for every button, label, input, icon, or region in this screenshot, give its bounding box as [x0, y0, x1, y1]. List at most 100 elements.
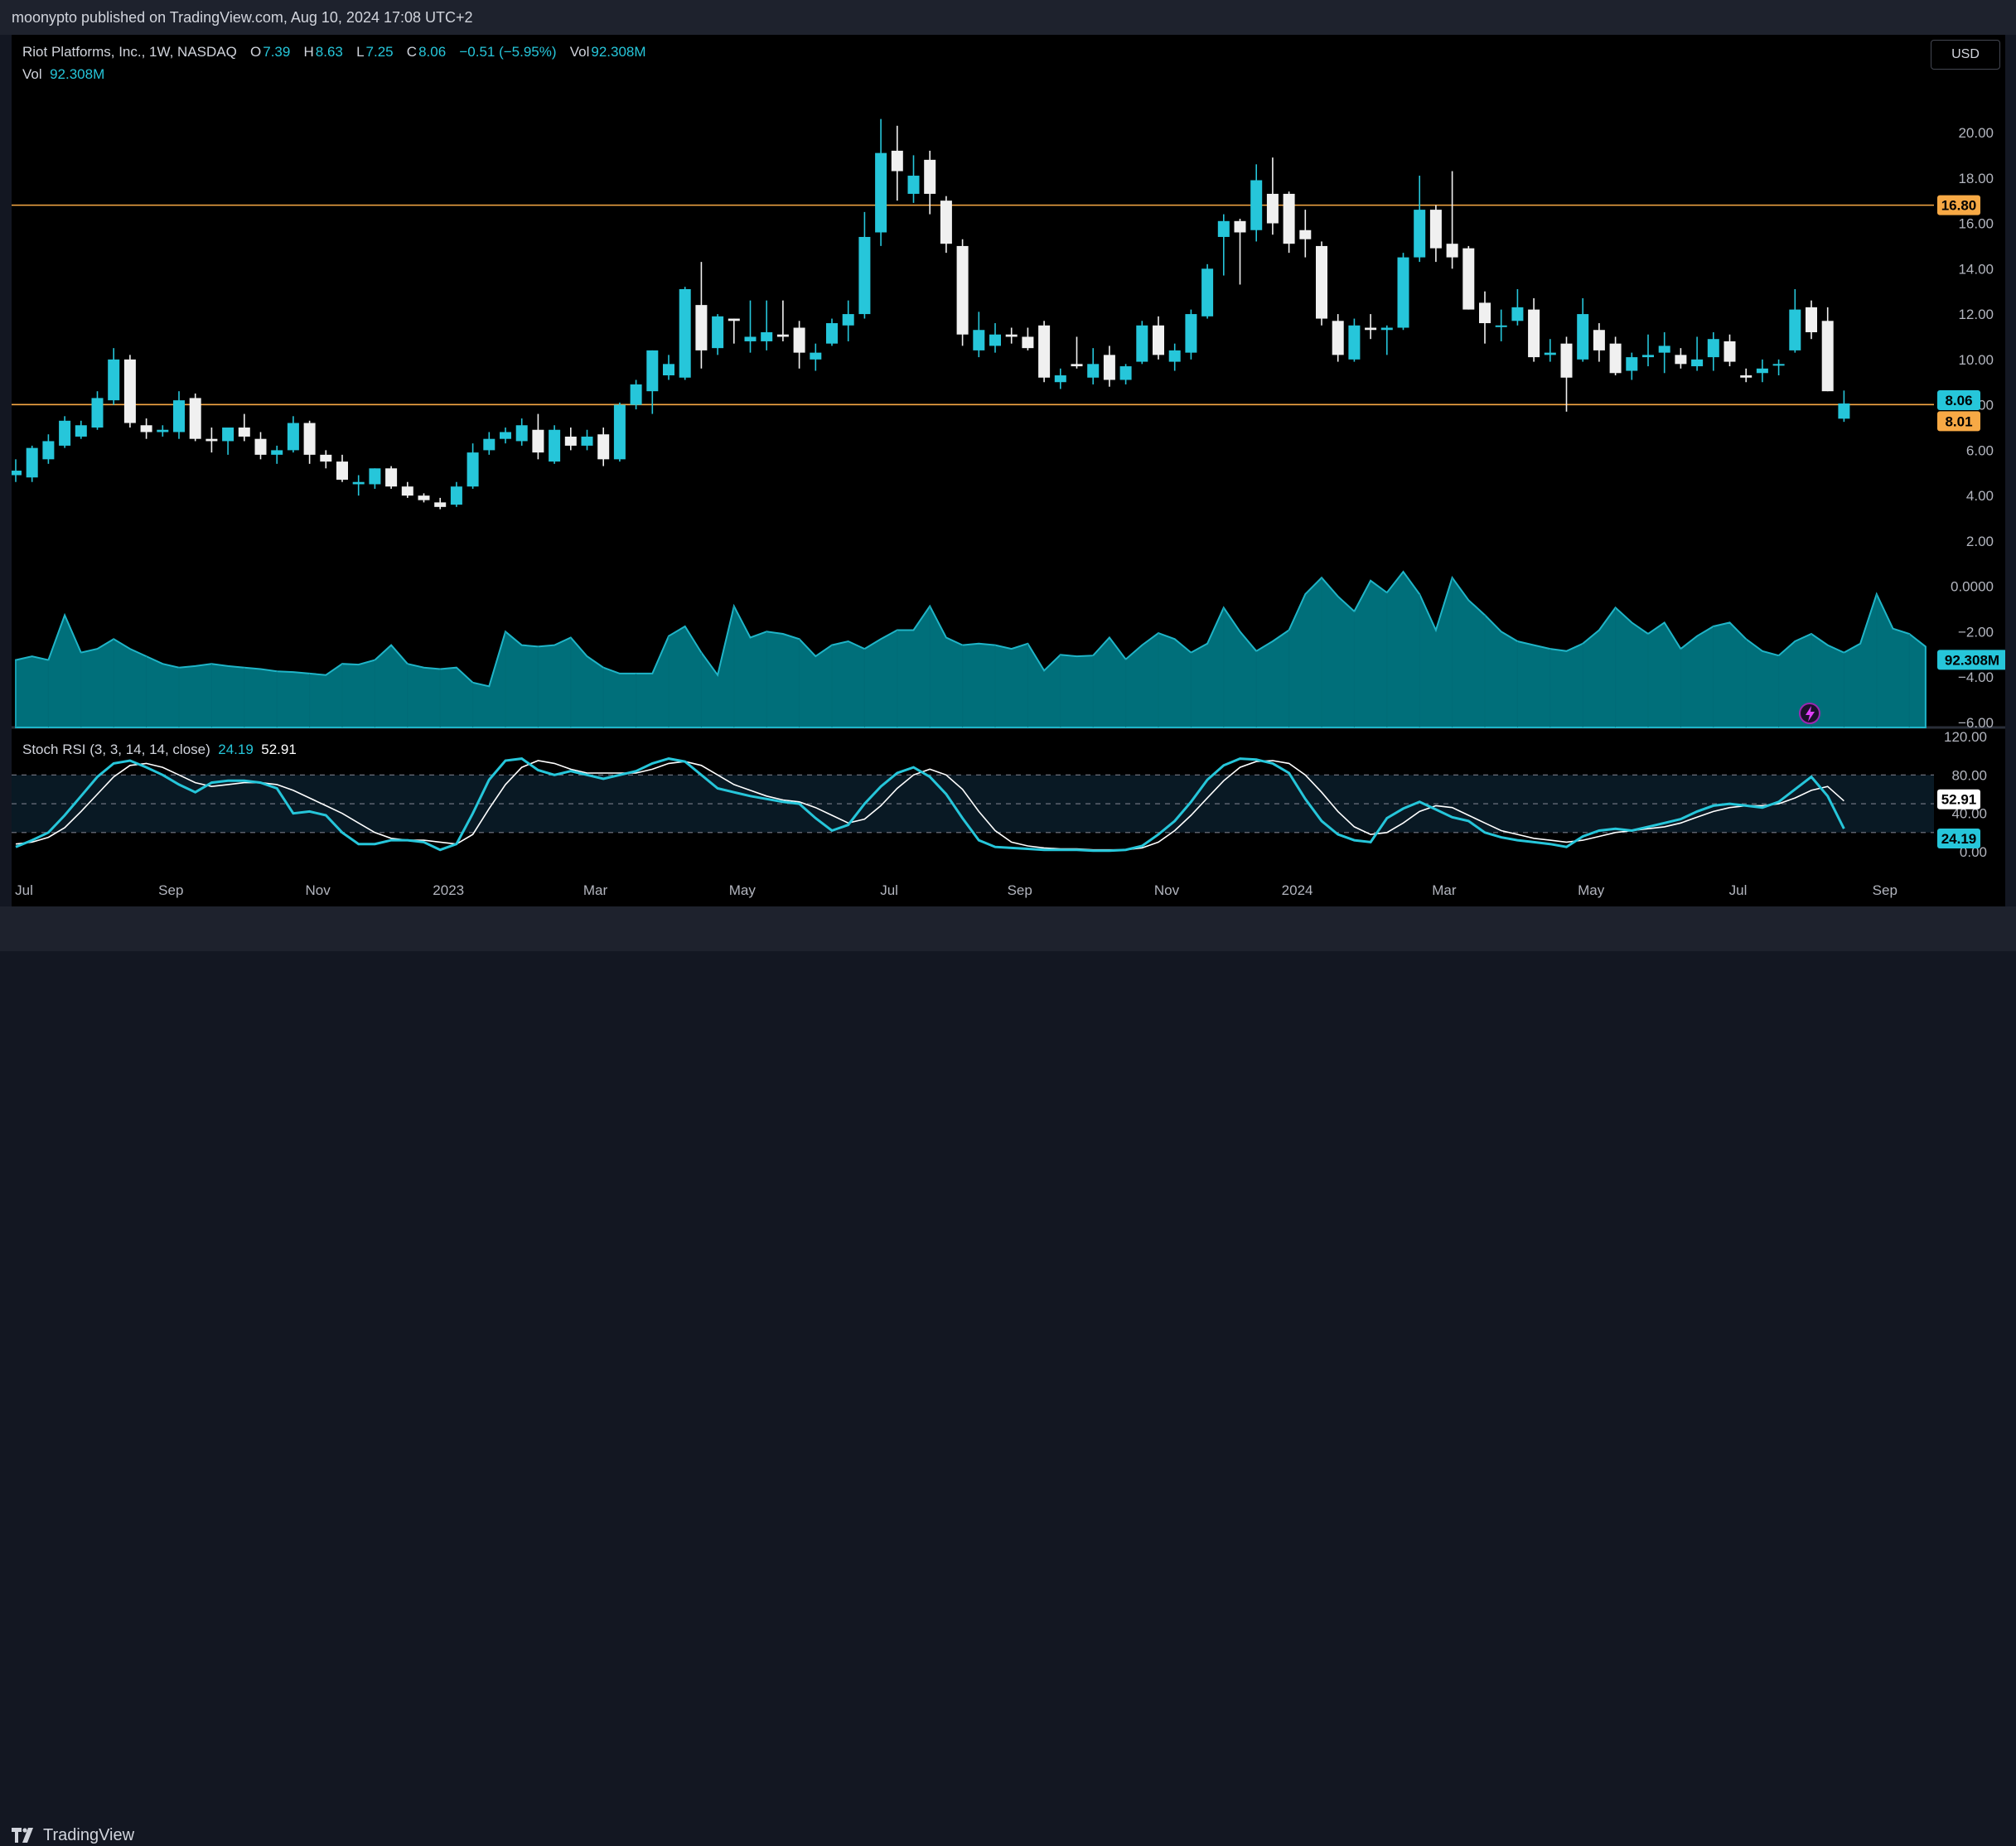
candle	[549, 425, 561, 464]
candle-body	[613, 404, 626, 460]
top-bar: moonypto published on TradingView.com, A…	[0, 0, 2016, 35]
candle-body	[1038, 325, 1051, 378]
candle	[613, 402, 626, 462]
candle	[173, 391, 185, 439]
candle	[1365, 314, 1377, 340]
tradingview-logo-icon	[12, 1828, 33, 1843]
candle	[303, 420, 316, 464]
candle	[597, 428, 610, 466]
candle-body	[1740, 375, 1753, 378]
candle	[679, 287, 691, 380]
candle	[1838, 390, 1850, 423]
time-tick-label: 2023	[433, 882, 464, 898]
level-badge-high-bg	[1937, 195, 1980, 215]
candle	[1560, 336, 1573, 412]
candle	[140, 418, 152, 439]
candle-body	[1642, 355, 1654, 358]
candle-body	[1821, 321, 1834, 392]
candle	[1658, 331, 1670, 374]
stoch-rsi-k-value: 24.19	[218, 742, 254, 757]
lightning-icon-bolt	[1806, 706, 1815, 722]
level-badge-high-text: 16.80	[1941, 198, 1977, 214]
time-tick-label: Mar	[583, 882, 608, 898]
candle-body	[1380, 327, 1393, 331]
candle-body	[467, 452, 479, 487]
chart-svg[interactable]: 20.0018.0016.0014.0012.0010.008.006.004.…	[10, 35, 2007, 906]
rsi-k-badge-bg	[1937, 828, 1980, 848]
volume-layer	[15, 570, 1927, 728]
volume-badge-bg	[1937, 650, 2007, 670]
published-info: moonypto published on TradingView.com, A…	[12, 9, 473, 26]
candle-body	[352, 481, 365, 485]
candle	[1250, 164, 1263, 242]
candle-body	[1429, 210, 1442, 249]
candle-body	[989, 334, 1001, 346]
candle	[1234, 219, 1246, 285]
candle	[157, 425, 169, 437]
open-label: O	[250, 44, 262, 60]
level-badge-low-bg	[1937, 411, 1980, 432]
candle-body	[1495, 325, 1507, 327]
candle	[1789, 288, 1801, 353]
candle-body	[336, 462, 348, 480]
candle	[1772, 359, 1785, 376]
candle-body	[1593, 330, 1605, 350]
rsi-tick-label: 80.00	[1951, 767, 1987, 783]
candle	[1071, 336, 1083, 369]
stoch-rsi-legend: Stoch RSI (3, 3, 14, 14, close) 24.19 52…	[22, 742, 297, 758]
candle-body	[1528, 309, 1540, 358]
candle	[238, 413, 250, 442]
price-tick-label: 18.00	[1958, 171, 1994, 186]
price-tick-label: 16.00	[1958, 216, 1994, 232]
candle-body	[1348, 325, 1361, 360]
candle-body	[810, 352, 822, 360]
candle-body	[1332, 321, 1344, 355]
rsi-d-badge-bg	[1937, 789, 1980, 809]
candle	[369, 468, 381, 489]
symbol-name: Riot Platforms, Inc., 1W, NASDAQ	[22, 44, 237, 60]
lightning-icon	[1799, 703, 1820, 724]
rsi-d-badge-text: 52.91	[1941, 792, 1977, 808]
candle-body	[1283, 193, 1295, 244]
candle	[712, 314, 724, 355]
candle-body	[956, 245, 969, 335]
candle-body	[1544, 352, 1556, 355]
candle-body	[42, 441, 55, 460]
candle	[10, 459, 22, 482]
candle	[418, 493, 430, 503]
candle	[564, 428, 577, 451]
candle-body	[1691, 359, 1704, 367]
candle	[858, 211, 871, 319]
open-value: 7.39	[263, 44, 291, 60]
chart-area[interactable]: 20.0018.0016.0014.0012.0010.008.006.004.…	[10, 35, 2007, 906]
candle-body	[1772, 364, 1785, 366]
time-tick-label: Sep	[158, 882, 183, 898]
candle	[352, 475, 365, 496]
candle	[1479, 291, 1491, 344]
candle	[75, 420, 87, 439]
candle-body	[189, 398, 201, 439]
candle	[1348, 318, 1361, 362]
candle-body	[1626, 357, 1638, 371]
candle	[434, 497, 447, 510]
candle	[973, 312, 985, 358]
currency-button[interactable]: USD	[1931, 40, 2000, 70]
candle	[1707, 331, 1719, 371]
price-tick-label: 6.00	[1966, 442, 1994, 458]
candle	[1038, 321, 1051, 383]
candle	[1266, 157, 1279, 235]
candle	[1022, 327, 1034, 350]
candle-body	[1577, 314, 1589, 360]
candle-body	[761, 331, 773, 341]
candle-body	[1071, 364, 1083, 367]
vol-legend-label: Vol	[22, 66, 42, 82]
candle-body	[500, 432, 511, 439]
price-tick-label: 12.00	[1958, 307, 1994, 322]
rsi-k-badge: 24.19	[1937, 828, 1980, 848]
candle	[189, 393, 201, 442]
candle-body	[222, 428, 234, 442]
tradingview-logo[interactable]: TradingView	[12, 1824, 134, 1846]
candle-body	[1136, 325, 1148, 362]
candle	[1283, 191, 1295, 254]
candle-body	[1087, 364, 1100, 378]
